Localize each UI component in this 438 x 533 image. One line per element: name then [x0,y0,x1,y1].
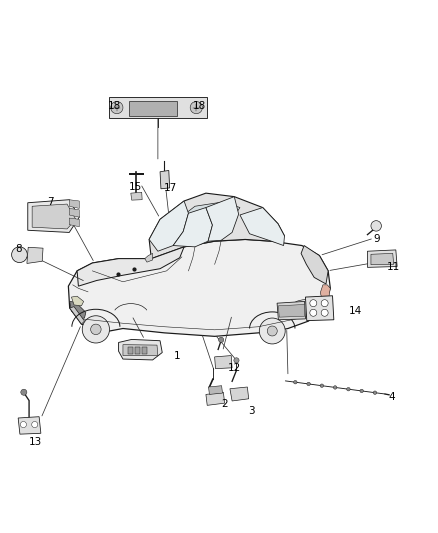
Circle shape [20,422,26,427]
Text: 2: 2 [221,399,228,409]
Circle shape [310,309,317,316]
Circle shape [346,387,350,391]
Polygon shape [28,200,79,232]
Polygon shape [206,197,239,241]
Polygon shape [305,296,334,321]
Polygon shape [301,246,328,284]
Polygon shape [145,253,152,262]
Text: 15: 15 [128,182,142,192]
Text: 14: 14 [349,306,362,316]
Bar [128,347,133,354]
Polygon shape [129,101,177,116]
Polygon shape [206,392,225,405]
Circle shape [321,300,328,306]
Text: 11: 11 [387,262,400,271]
Polygon shape [123,345,158,356]
Circle shape [307,382,311,386]
Polygon shape [70,306,85,324]
Text: 4: 4 [388,392,395,401]
Text: 17: 17 [163,183,177,193]
Polygon shape [71,296,84,306]
Circle shape [333,386,337,389]
Circle shape [91,324,101,335]
Polygon shape [18,417,41,434]
Circle shape [320,384,324,387]
Polygon shape [182,202,240,223]
Circle shape [82,316,110,343]
Polygon shape [109,97,207,118]
Polygon shape [160,171,170,189]
Polygon shape [215,356,232,369]
Text: 9: 9 [374,234,380,244]
Polygon shape [69,218,79,227]
Bar [135,347,140,354]
Polygon shape [230,387,249,401]
Circle shape [12,247,27,263]
Circle shape [321,309,328,316]
Polygon shape [70,302,86,319]
Polygon shape [320,285,330,302]
Polygon shape [279,304,304,317]
Polygon shape [69,200,79,208]
Polygon shape [240,207,285,246]
Circle shape [219,337,224,343]
Polygon shape [371,253,394,265]
Text: 18: 18 [193,101,206,111]
Text: 8: 8 [16,244,22,254]
Polygon shape [149,193,285,259]
Text: 13: 13 [29,437,42,447]
Bar [142,347,147,354]
Text: 12: 12 [228,363,241,373]
Circle shape [190,101,202,114]
Polygon shape [131,192,142,200]
Circle shape [373,391,377,394]
Polygon shape [69,208,79,217]
Text: 1: 1 [173,351,180,361]
Polygon shape [27,247,43,263]
Polygon shape [173,207,212,247]
Circle shape [293,381,297,384]
Polygon shape [32,204,76,229]
Circle shape [234,358,239,363]
Text: 7: 7 [48,197,54,207]
Circle shape [259,318,285,344]
Text: 18: 18 [108,101,121,111]
Polygon shape [208,386,223,394]
Circle shape [310,300,317,306]
Circle shape [267,326,277,336]
Circle shape [32,422,38,427]
Polygon shape [68,239,330,336]
Circle shape [111,101,123,114]
Circle shape [360,389,364,393]
Circle shape [371,221,381,231]
Polygon shape [149,201,188,251]
Polygon shape [119,340,162,360]
Polygon shape [77,247,184,286]
Text: 3: 3 [248,407,255,416]
Polygon shape [367,250,397,268]
Circle shape [21,389,27,395]
Polygon shape [277,302,305,320]
